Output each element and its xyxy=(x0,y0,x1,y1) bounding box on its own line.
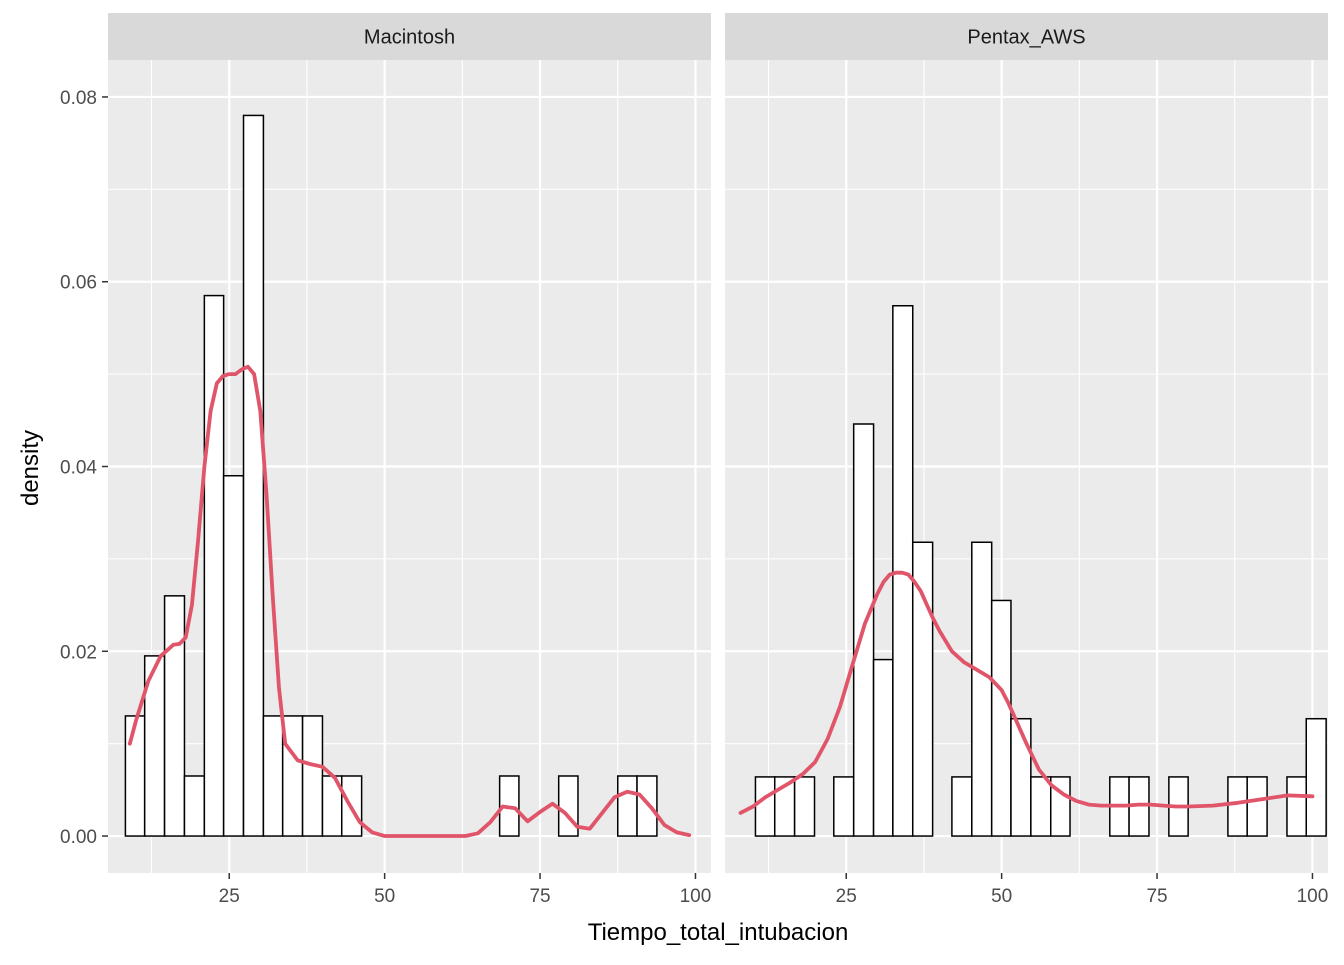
histogram-bar xyxy=(617,775,638,837)
y-tick-label: 0.02 xyxy=(60,642,97,663)
histogram-bar xyxy=(911,541,934,837)
x-tick-label: 100 xyxy=(1297,886,1329,907)
histogram-bar xyxy=(163,595,186,837)
histogram-bar xyxy=(793,776,816,837)
y-tick-label: 0.06 xyxy=(60,273,97,294)
histogram-bar xyxy=(1049,776,1071,837)
y-tick-label: 0.00 xyxy=(60,827,97,848)
histogram-bar xyxy=(183,775,206,837)
x-tick-label: 100 xyxy=(680,886,712,907)
histogram-bar xyxy=(1286,776,1307,837)
histogram-bar xyxy=(222,474,245,837)
y-tick-label: 0.04 xyxy=(60,458,97,479)
density-curve xyxy=(127,364,692,838)
y-tick-label: 0.08 xyxy=(60,88,97,109)
density-curve xyxy=(738,570,1315,815)
x-axis-title: Tiempo_total_intubacion xyxy=(588,919,849,946)
histogram-bars xyxy=(124,114,658,837)
histogram-bar xyxy=(1305,717,1327,837)
histogram-bar xyxy=(124,715,146,837)
histogram-bars xyxy=(754,304,1327,837)
x-tick-label: 50 xyxy=(374,886,395,907)
facet-panel-macintosh: Macintosh 25 50 75 100 xyxy=(108,13,711,907)
x-tick-label: 25 xyxy=(836,886,857,907)
panels-layer: Macintosh 25 50 75 100 Pentax_AWS 25 50 75 100 xyxy=(108,13,1328,907)
histogram-bar xyxy=(1227,776,1248,837)
x-tick-label: 75 xyxy=(529,886,550,907)
histogram-bar xyxy=(833,776,855,837)
x-tick-label: 75 xyxy=(1146,886,1167,907)
histogram-bar xyxy=(1030,776,1052,837)
histogram-bar xyxy=(990,599,1012,837)
x-tick-label: 50 xyxy=(991,886,1012,907)
histogram-bar xyxy=(872,658,894,837)
y-axis: 0.00 0.02 0.04 0.06 0.08 xyxy=(60,88,108,848)
histogram-bar xyxy=(262,715,284,837)
histogram-bar xyxy=(971,541,993,837)
histogram-bar xyxy=(1010,717,1032,837)
x-tick-label: 25 xyxy=(219,886,240,907)
facet-panel-pentax-aws: Pentax_AWS 25 50 75 100 xyxy=(725,13,1328,907)
histogram-bar xyxy=(951,776,973,837)
histogram-bar xyxy=(754,776,776,837)
facet-strip xyxy=(108,13,711,60)
histogram-bar xyxy=(242,114,265,837)
histogram-bar xyxy=(1246,776,1268,837)
facet-strip xyxy=(725,13,1328,60)
histogram-bar xyxy=(301,715,324,837)
y-axis-title: density xyxy=(17,430,44,506)
histogram-bar xyxy=(636,775,658,837)
facet-strip-label: Pentax_AWS xyxy=(967,27,1085,49)
facet-strip-label: Macintosh xyxy=(364,27,455,49)
